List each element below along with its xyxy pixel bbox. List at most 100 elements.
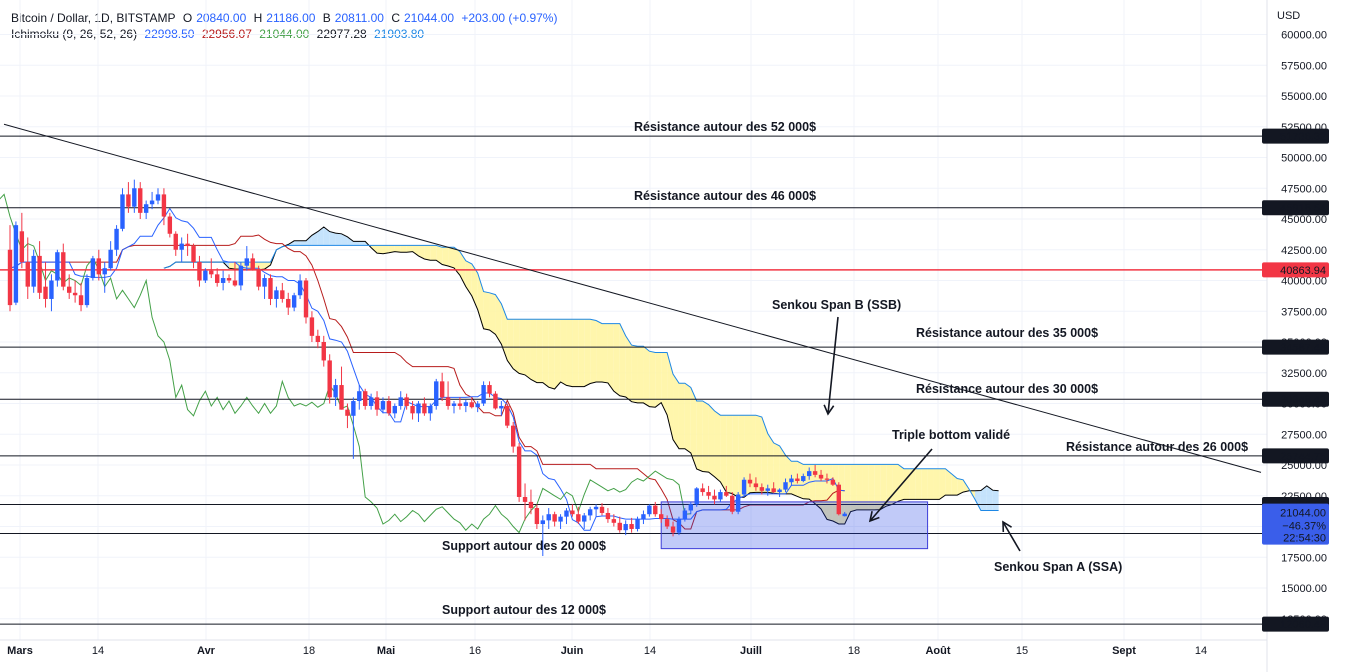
cloud-segment (382, 245, 389, 254)
candle (351, 397, 356, 459)
candle-body (576, 514, 581, 522)
candle (724, 485, 729, 497)
cloud-segment (767, 433, 774, 494)
candle (830, 477, 836, 486)
y-tick-label: 32500.00 (1281, 368, 1327, 380)
candle-body (238, 265, 244, 286)
candle-body (587, 509, 593, 516)
symbol-title: Bitcoin / Dollar, 1D, BITSTAMP (11, 11, 176, 25)
candle (558, 514, 563, 529)
candle (7, 225, 13, 312)
candle-body (422, 403, 427, 414)
candle (735, 492, 741, 515)
cloud-segment (258, 262, 265, 270)
y-tick-label: 15000.00 (1281, 583, 1327, 595)
candle-body (505, 405, 510, 426)
candle-body (730, 495, 735, 512)
candle-body (132, 188, 137, 207)
y-tick-label: 50000.00 (1281, 153, 1327, 165)
candle (664, 515, 670, 529)
kijun-line (9, 234, 845, 530)
candle (96, 249, 101, 281)
low-value: 20811.00 (334, 11, 384, 25)
candle-body (439, 381, 445, 398)
candle (19, 212, 25, 269)
candle (641, 510, 646, 525)
downtrend-line[interactable] (3, 123, 1262, 473)
candle-body (215, 274, 220, 283)
price-tag: 34587.48 (1262, 339, 1329, 355)
candle-body (445, 397, 451, 406)
arrow-head (868, 511, 880, 523)
candle-body (368, 397, 374, 406)
support-range-box[interactable] (660, 501, 929, 550)
cloud-segment (898, 464, 904, 502)
candle-body (78, 295, 84, 306)
candle-body (783, 482, 788, 490)
y-tick-label: 42500.00 (1281, 245, 1327, 257)
candle (451, 401, 457, 414)
cloud-segment (702, 401, 709, 473)
cloud-segment (933, 468, 940, 500)
candle-body (534, 508, 540, 525)
candle (363, 388, 368, 410)
candle (161, 188, 167, 226)
candle (605, 508, 611, 523)
candle-body (398, 397, 403, 406)
cloud-segment (637, 346, 644, 403)
candle (712, 489, 717, 505)
candle-body (795, 478, 800, 481)
annotation-label: Senkou Span B (SSB) (772, 298, 901, 312)
candle-body (700, 488, 705, 493)
candle (102, 262, 107, 293)
candle (78, 282, 84, 312)
price-tag: 51736.32 (1262, 128, 1329, 144)
cloud-segment (892, 464, 898, 505)
cloud-segment (335, 233, 342, 246)
x-tick-label: Juin (561, 645, 584, 657)
cloud-segment (412, 245, 419, 256)
candle (410, 401, 415, 420)
symbol-legend[interactable]: Bitcoin / Dollar, 1D, BITSTAMP O 20840.00… (11, 11, 561, 25)
y-tick-label: 27500.00 (1281, 429, 1327, 441)
cloud-segment (294, 240, 301, 246)
price-tag: 40863.94 (1262, 262, 1329, 278)
cloud-segment (957, 478, 964, 496)
candle (700, 483, 705, 496)
candle (789, 474, 794, 486)
x-tick-label: Mai (377, 645, 395, 657)
current-price-countdown: 22:54:30 (1283, 533, 1326, 545)
candle-body (61, 252, 66, 287)
cloud-segment (945, 468, 952, 496)
candle (321, 335, 326, 367)
candle (593, 504, 599, 517)
annotation-label: Senkou Span A (SSA) (994, 560, 1122, 574)
candle (635, 516, 640, 532)
candle (842, 511, 847, 517)
candle-body (333, 385, 338, 398)
candle-body (126, 194, 131, 207)
candle-body (185, 243, 190, 247)
cloud-segment (306, 235, 312, 246)
candle (286, 292, 291, 315)
cloud-segment (483, 291, 490, 331)
candle-body (475, 403, 480, 408)
price-tag-bg (1262, 262, 1329, 278)
candle (13, 221, 19, 306)
current-price-bg (1262, 503, 1329, 545)
candle (688, 501, 693, 515)
cloud-segment (625, 335, 632, 402)
candle (84, 274, 90, 308)
cloud-segment (927, 468, 934, 500)
candle-body (167, 216, 173, 234)
currency-label: USD (1277, 10, 1300, 22)
cloud-segment (678, 383, 685, 449)
candle (191, 243, 196, 269)
y-tick-label: 47500.00 (1281, 183, 1327, 195)
triple-bottom-arrow (868, 448, 933, 523)
time-axis[interactable]: Mars 14 Avr 18 Mai 16 Juin 14 Juill 18 Août 15 Sept 1… (7, 645, 1207, 657)
candle (457, 397, 463, 410)
candle-body (303, 280, 309, 318)
candle-body (25, 262, 30, 287)
